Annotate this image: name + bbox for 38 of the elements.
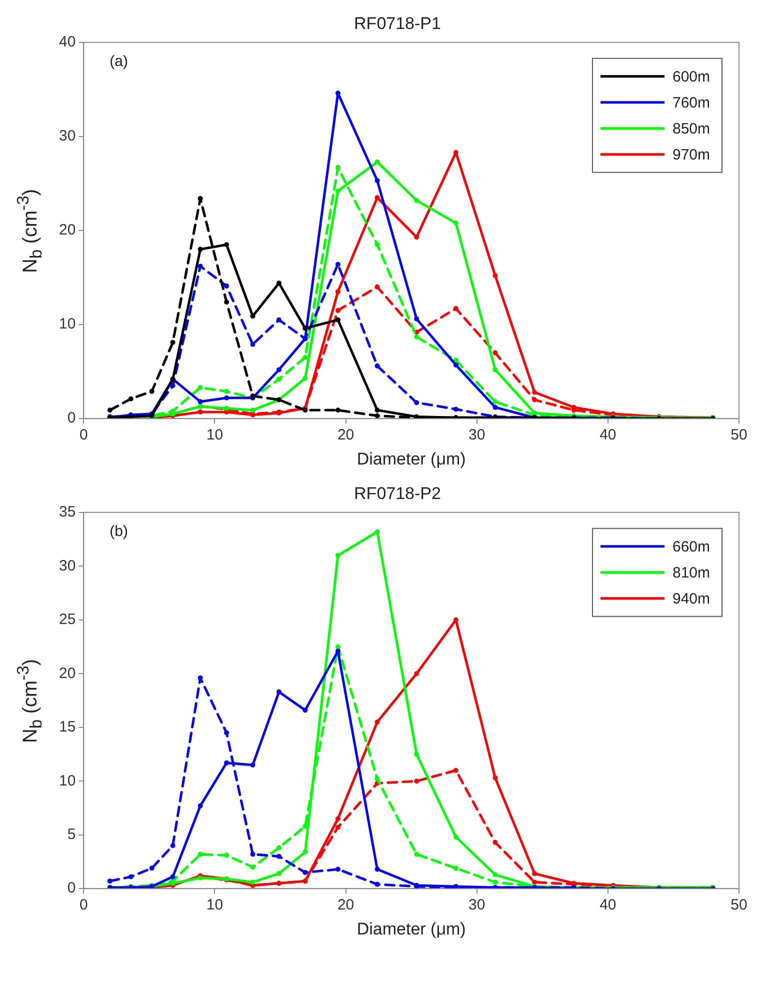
y-tick-label: 5 (67, 826, 76, 843)
x-tick-label: 30 (468, 426, 486, 444)
x-tick-label: 0 (80, 426, 88, 444)
x-tick-label: 10 (206, 426, 224, 444)
annotation: (a) (110, 53, 128, 70)
y-tick-label: 15 (58, 718, 76, 736)
legend-label: 940m (672, 590, 710, 608)
x-tick-label: 40 (600, 426, 616, 444)
x-tick-label: 50 (730, 426, 748, 444)
legend-label: 660m (672, 538, 710, 556)
y-tick-label: 20 (58, 664, 76, 682)
y-tick-label: 0 (67, 880, 76, 897)
x-axis-title: Diameter (μm) (356, 919, 466, 938)
y-tick-label: 30 (58, 557, 76, 574)
legend-label: 970m (672, 146, 710, 164)
x-axis-title: Diameter (μm) (356, 449, 466, 468)
x-tick-label: 20 (337, 426, 354, 444)
legend-label: 850m (672, 120, 710, 138)
y-tick-label: 0 (67, 410, 76, 427)
chart-title: RF0718-P2 (354, 484, 441, 503)
legend-label: 810m (672, 564, 710, 582)
y-tick-label: 10 (58, 316, 76, 333)
annotation: (b) (110, 523, 128, 540)
y-tick-label: 30 (58, 128, 76, 145)
x-tick-label: 30 (468, 896, 486, 914)
x-tick-label: 10 (206, 896, 224, 914)
y-tick-label: 25 (58, 611, 76, 628)
legend-label: 760m (672, 94, 710, 112)
y-tick-label: 10 (58, 772, 76, 790)
x-tick-label: 0 (80, 896, 88, 914)
legend-label: 600m (672, 68, 710, 86)
x-tick-label: 40 (600, 896, 616, 914)
y-tick-label: 35 (58, 504, 76, 521)
y-tick-label: 20 (58, 222, 76, 239)
x-tick-label: 20 (337, 896, 354, 914)
x-tick-label: 50 (730, 896, 748, 914)
y-tick-label: 40 (58, 34, 76, 51)
chart-title: RF0718-P1 (354, 14, 441, 33)
